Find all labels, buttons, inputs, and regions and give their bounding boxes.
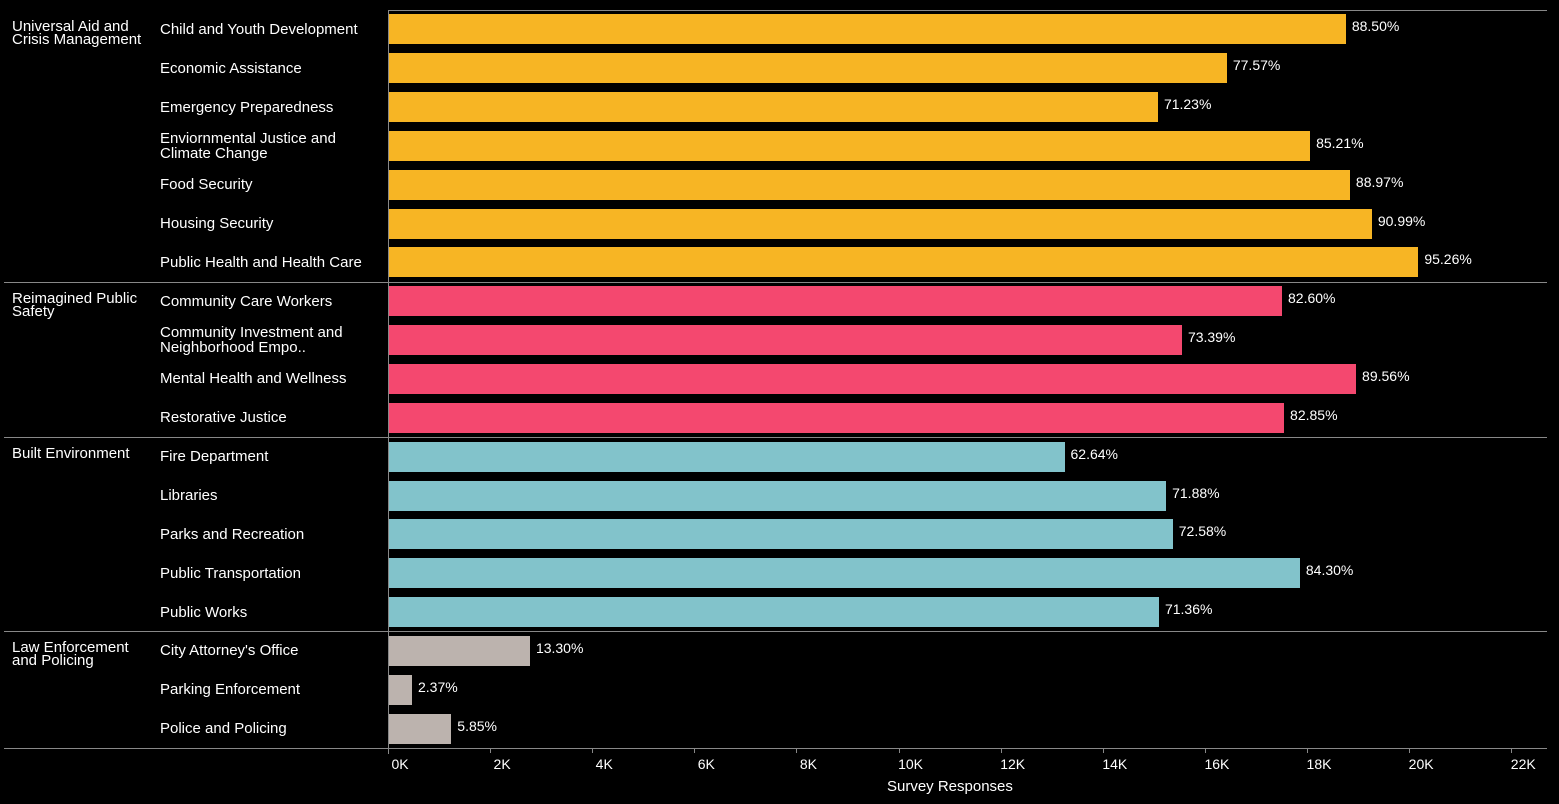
bar-label: 82.60% bbox=[1288, 290, 1336, 307]
bar bbox=[388, 92, 1158, 123]
bar-label: 89.56% bbox=[1362, 367, 1410, 384]
tick-mark bbox=[1102, 747, 1104, 753]
bar-label: 71.36% bbox=[1164, 601, 1213, 618]
bar bbox=[388, 519, 1173, 550]
bar bbox=[388, 363, 1357, 394]
x-tick-label: 20K bbox=[1408, 755, 1434, 772]
x-tick-label: 8K bbox=[799, 755, 818, 772]
bar bbox=[388, 247, 1419, 278]
bar bbox=[388, 130, 1311, 161]
bar bbox=[388, 713, 452, 744]
bar bbox=[388, 402, 1285, 433]
group-label: Built Environment bbox=[12, 445, 130, 463]
bar-label: 77.57% bbox=[1232, 57, 1281, 74]
category-label: Libraries bbox=[160, 487, 218, 504]
group-label: Universal Aid and Crisis Management bbox=[12, 18, 142, 48]
x-tick-label: 14K bbox=[1102, 755, 1128, 772]
separator bbox=[4, 437, 1547, 439]
bar bbox=[388, 53, 1227, 84]
tick-mark bbox=[1000, 747, 1002, 753]
x-tick-label: 18K bbox=[1306, 755, 1332, 772]
category-label: Child and Youth Development bbox=[160, 20, 358, 38]
bar-label: 73.39% bbox=[1187, 329, 1236, 346]
bar-label: 84.30% bbox=[1305, 562, 1354, 579]
bar-label: 90.99% bbox=[1377, 212, 1426, 229]
bar bbox=[388, 169, 1350, 200]
tick-mark bbox=[1511, 747, 1513, 753]
bar-label: 72.58% bbox=[1178, 523, 1227, 540]
category-label: Enviornmental Justice and Climate Change bbox=[160, 129, 336, 162]
tick-mark bbox=[592, 747, 594, 753]
tick-mark bbox=[490, 747, 492, 753]
x-tick-label: 16K bbox=[1204, 755, 1230, 772]
category-label: Public Transportation bbox=[160, 564, 301, 582]
bar-label: 88.50% bbox=[1351, 18, 1400, 35]
bar bbox=[388, 286, 1282, 317]
category-label: Emergency Preparedness bbox=[160, 98, 334, 116]
category-label: Police and Policing bbox=[160, 720, 287, 738]
category-label: Fire Department bbox=[160, 448, 269, 466]
category-label: Housing Security bbox=[160, 215, 274, 233]
bar bbox=[388, 441, 1065, 472]
bar-label: 62.64% bbox=[1070, 445, 1118, 462]
category-label: Restorative Justice bbox=[160, 409, 287, 427]
tick-mark bbox=[1409, 747, 1411, 753]
separator bbox=[4, 747, 1547, 749]
bar bbox=[388, 597, 1159, 628]
bar-label: 71.88% bbox=[1172, 484, 1220, 501]
separator bbox=[388, 10, 1547, 11]
category-label: City Attorney's Office bbox=[160, 642, 299, 660]
x-tick-label: 0K bbox=[391, 755, 409, 772]
x-tick-label: 6K bbox=[697, 755, 715, 772]
category-label: Food Security bbox=[160, 176, 253, 194]
bar bbox=[388, 208, 1372, 239]
bar bbox=[388, 325, 1182, 356]
category-label: Economic Assistance bbox=[160, 59, 302, 77]
tick-mark bbox=[1204, 747, 1206, 753]
bar-label: 13.30% bbox=[535, 639, 584, 656]
bar bbox=[388, 14, 1346, 45]
separator bbox=[4, 281, 1547, 283]
axis-line bbox=[388, 10, 389, 754]
bar-label: 5.85% bbox=[457, 717, 497, 734]
bar bbox=[388, 558, 1300, 589]
tick-mark bbox=[388, 747, 389, 753]
bar-label: 85.21% bbox=[1316, 134, 1364, 151]
tick-mark bbox=[898, 747, 900, 753]
category-label: Public Works bbox=[160, 603, 248, 621]
category-label: Parking Enforcement bbox=[160, 681, 301, 699]
category-label: Community Investment and Neighborhood Em… bbox=[160, 324, 343, 357]
bar-label: 82.85% bbox=[1290, 406, 1338, 423]
bar-label: 71.23% bbox=[1163, 96, 1212, 113]
x-tick-label: 10K bbox=[898, 755, 924, 772]
x-tick-label: 2K bbox=[493, 755, 511, 772]
bar-label: 2.37% bbox=[417, 678, 458, 695]
bar-label: 95.26% bbox=[1424, 251, 1472, 268]
separator bbox=[4, 631, 1547, 633]
category-label: Parks and Recreation bbox=[160, 525, 305, 543]
category-label: Community Care Workers bbox=[160, 292, 333, 310]
bar-label: 88.97% bbox=[1355, 173, 1404, 190]
category-label: Mental Health and Wellness bbox=[160, 370, 347, 388]
bar bbox=[388, 480, 1167, 511]
tick-mark bbox=[694, 747, 696, 753]
bar bbox=[388, 635, 530, 666]
x-tick-label: 22K bbox=[1510, 755, 1536, 772]
x-tick-label: 12K bbox=[1000, 755, 1026, 772]
tick-mark bbox=[1307, 747, 1309, 753]
bar bbox=[388, 674, 412, 705]
tick-mark bbox=[796, 747, 798, 753]
x-tick-label: 4K bbox=[595, 755, 613, 772]
group-label: Law Enforcement and Policing bbox=[12, 639, 129, 670]
group-label: Reimagined Public Safety bbox=[12, 289, 138, 320]
category-label: Public Health and Health Care bbox=[160, 253, 362, 271]
x-axis-title: Survey Responses bbox=[887, 778, 1013, 795]
